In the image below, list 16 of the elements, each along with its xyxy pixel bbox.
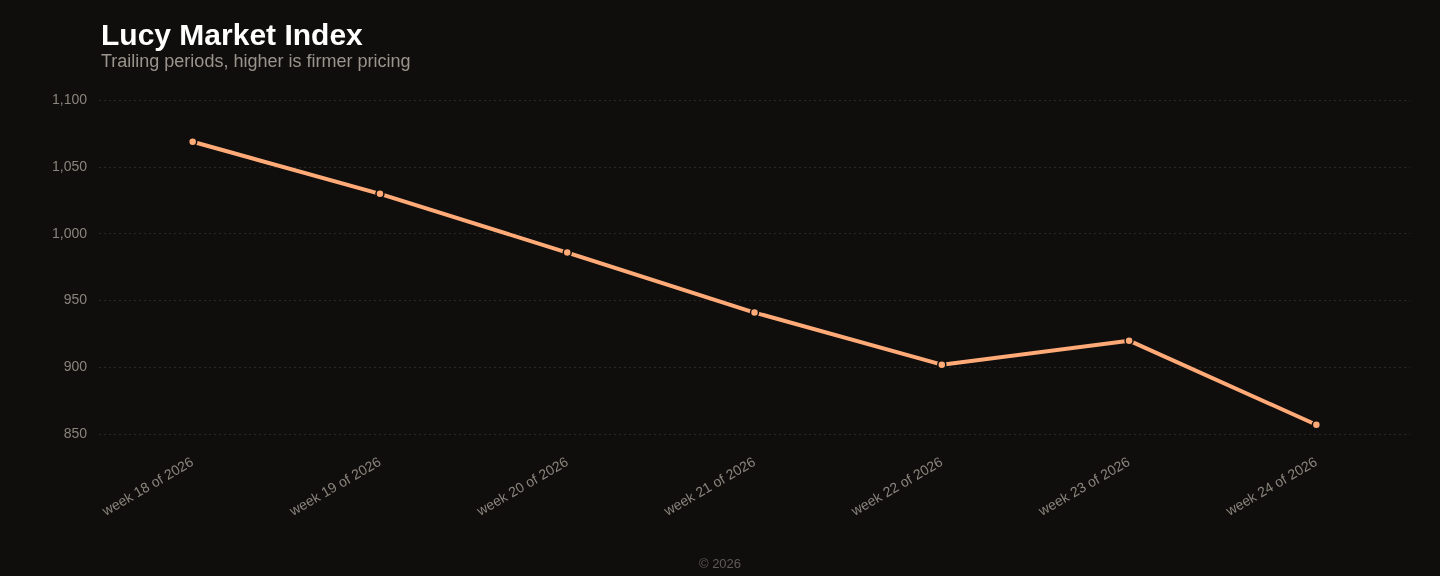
x-tick-label: week 21 of 2026 [660,453,759,520]
chart-title: Lucy Market Index [101,18,363,52]
y-tick-label: 1,050 [51,158,88,174]
text: © 2026 [697,556,743,571]
x-tick-label: week 23 of 2026 [1034,453,1133,520]
x-tick-label: week 18 of 2026 [98,453,197,520]
x-tick-label: week 20 of 2026 [472,453,571,520]
y-tick-label: 850 [63,424,88,441]
x-tick-label: week 22 of 2026 [847,453,946,520]
chart-subtitle: Trailing periods, higher is firmer pricing [101,51,411,72]
y-tick-label: 1,000 [51,224,88,241]
y-tick-label: 950 [63,291,88,308]
y-tick-label: 900 [63,358,88,375]
x-tick-label: week 19 of 2026 [285,453,384,520]
x-tick-label: week 24 of 2026 [1222,453,1320,520]
y-tick-label: 1,100 [51,91,88,108]
